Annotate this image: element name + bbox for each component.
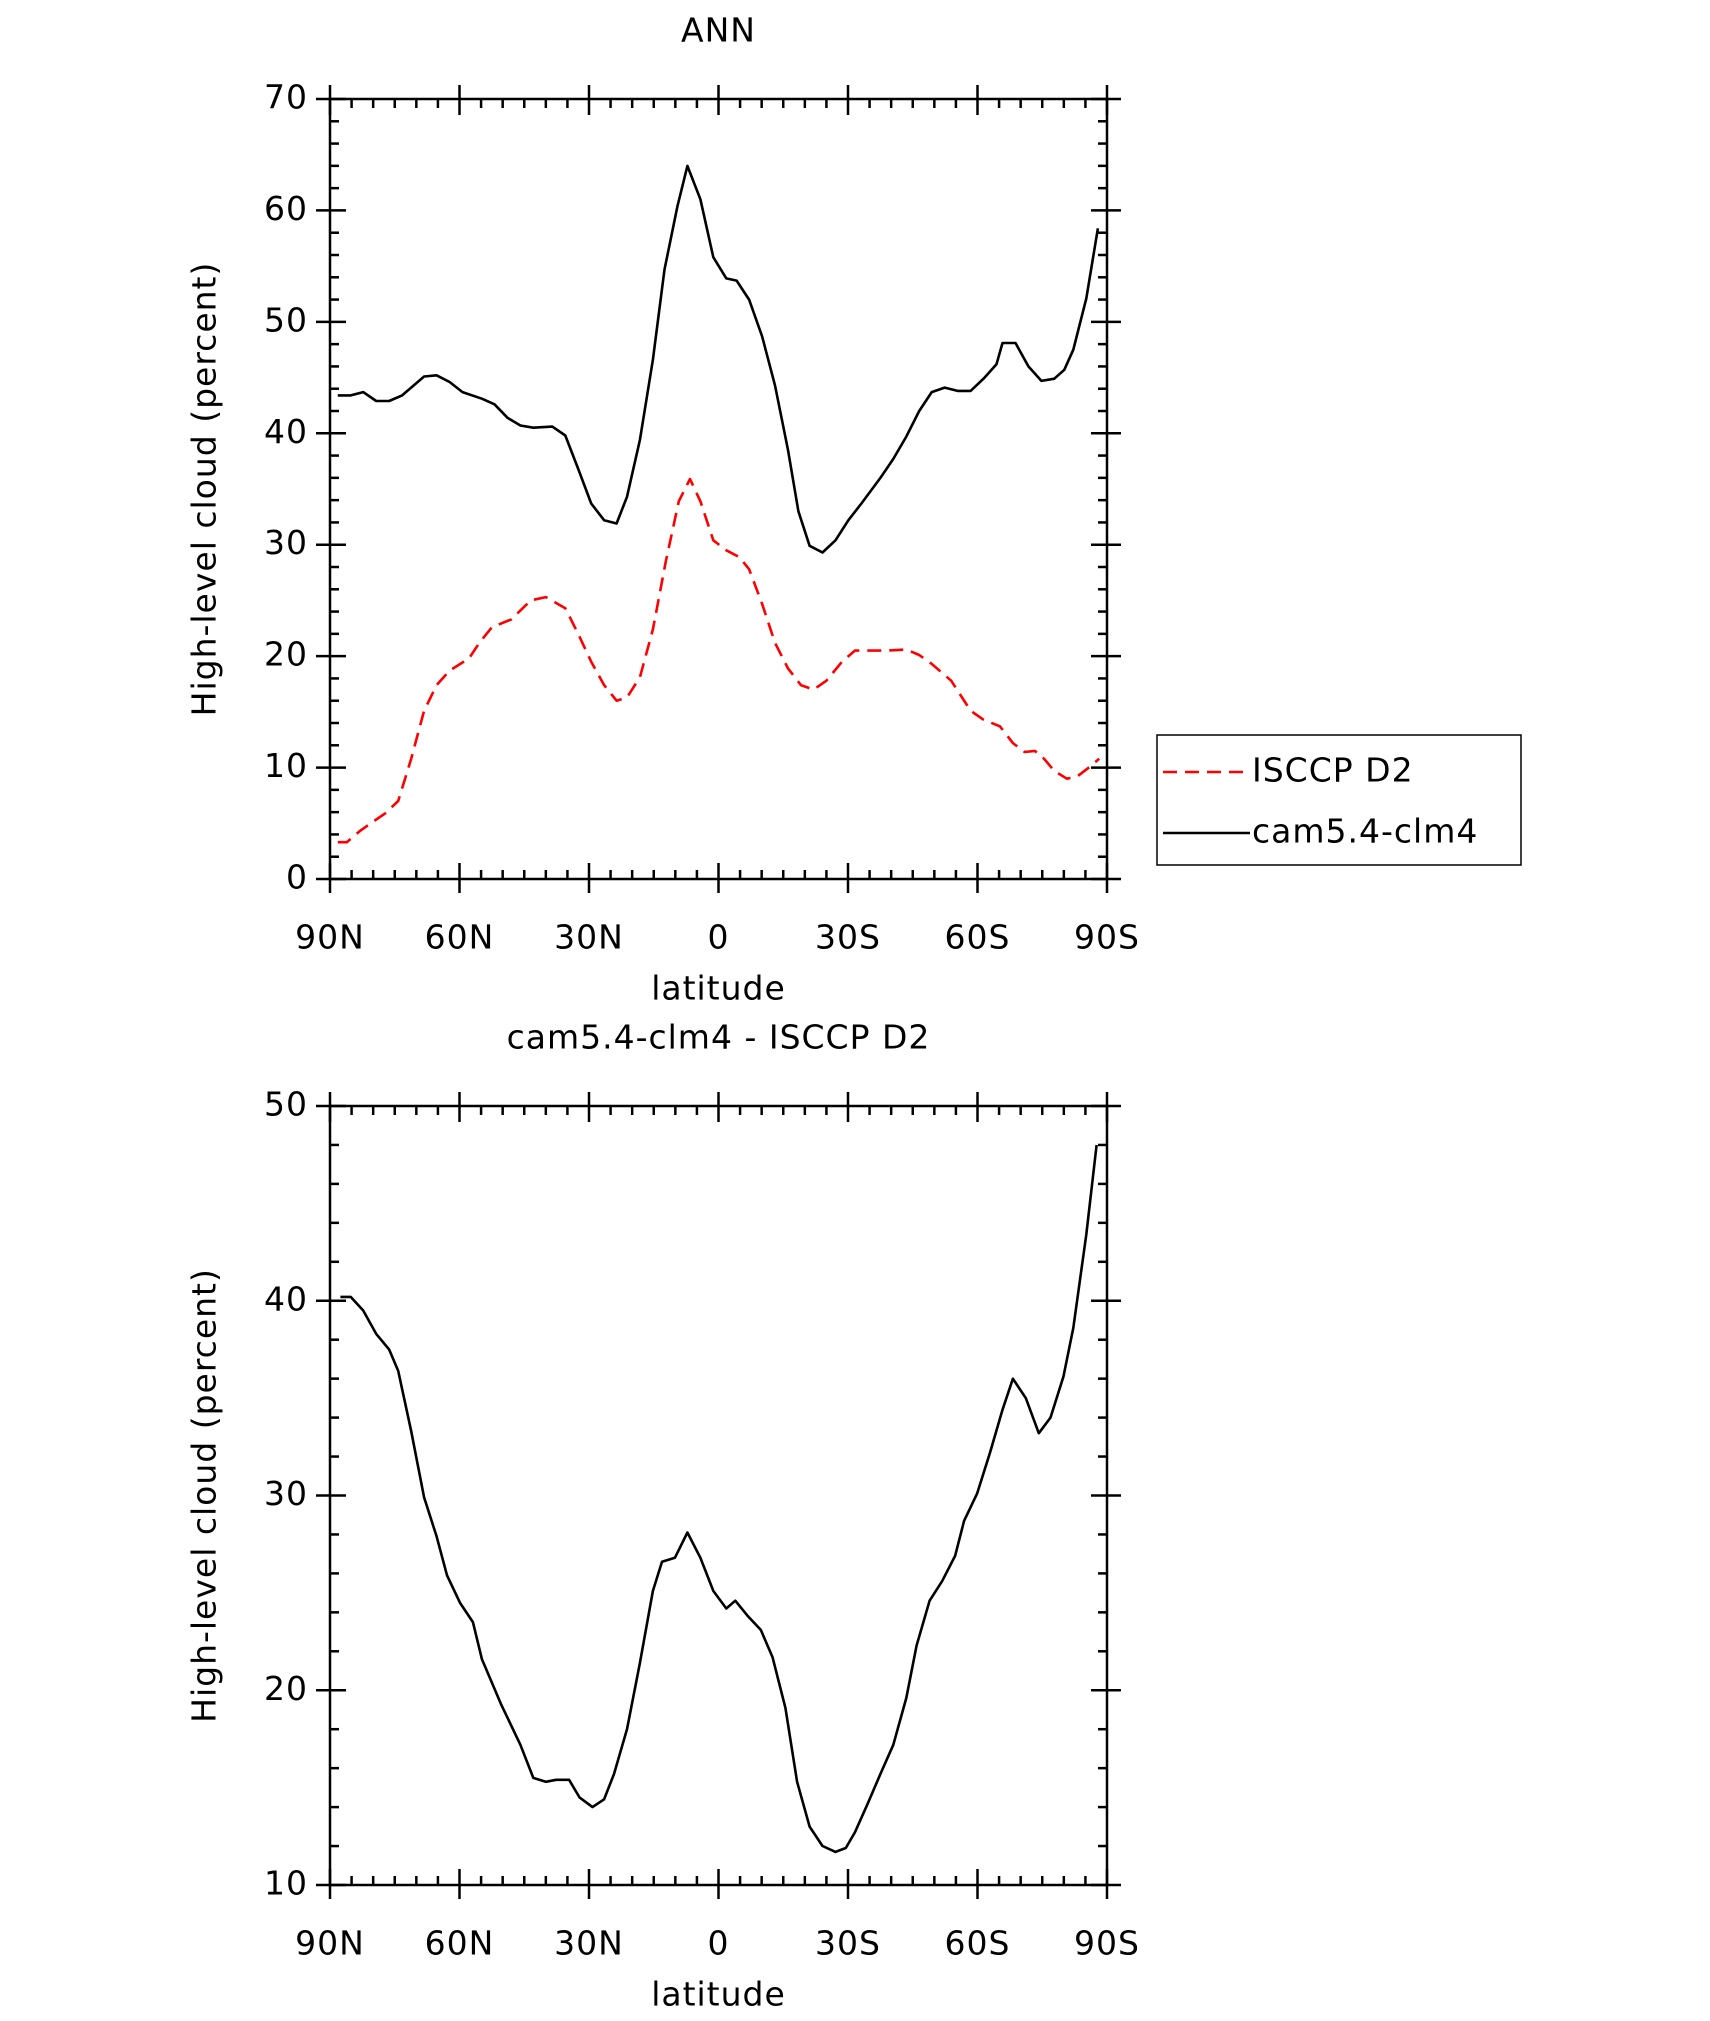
- y-tick-label: 50: [264, 300, 308, 339]
- y-tick-label: 10: [264, 746, 308, 785]
- y-tick-label: 30: [264, 523, 308, 562]
- x-tick-label: 30S: [815, 1924, 881, 1963]
- y-tick-label: 10: [264, 1864, 308, 1903]
- x-tick-label: 30N: [554, 918, 624, 957]
- chart-title: ANN: [681, 11, 756, 50]
- data-line: [337, 477, 1101, 844]
- y-tick-label: 40: [264, 412, 308, 451]
- x-tick-label: 0: [708, 918, 730, 957]
- x-tick-label: 30S: [815, 918, 881, 957]
- x-tick-label: 60S: [945, 1924, 1011, 1963]
- y-axis-label: High-level cloud (percent): [185, 262, 224, 717]
- x-tick-label: 90N: [295, 918, 365, 957]
- data-line: [340, 1144, 1098, 1854]
- legend-label: ISCCP D2: [1252, 751, 1414, 790]
- y-tick-label: 0: [286, 858, 308, 897]
- data-line: [337, 164, 1100, 554]
- y-tick-label: 60: [264, 189, 308, 228]
- x-tick-label: 90N: [295, 1924, 365, 1963]
- x-tick-label: 0: [708, 1924, 730, 1963]
- x-tick-label: 90S: [1074, 1924, 1140, 1963]
- y-tick-label: 20: [264, 635, 308, 674]
- chart-title: cam5.4-clm4 - ISCCP D2: [507, 1018, 931, 1057]
- x-tick-label: 60S: [945, 918, 1011, 957]
- legend-label: cam5.4-clm4: [1252, 812, 1478, 851]
- x-tick-label: 60N: [425, 918, 495, 957]
- x-axis-label: latitude: [651, 1975, 786, 2014]
- chart: ANN 90N 60N 30N 0 30S 60S 90S 0 10 20 30 40 50 60 70 lat…: [185, 11, 1522, 1008]
- plot-frame: [328, 97, 1109, 881]
- plot-frame: [328, 1104, 1109, 1887]
- y-tick-label: 40: [264, 1279, 308, 1318]
- legend-box: [1156, 734, 1522, 866]
- x-tick-label: 30N: [554, 1924, 624, 1963]
- x-tick-label: 90S: [1074, 918, 1140, 957]
- y-tick-label: 30: [264, 1474, 308, 1513]
- y-axis-label: High-level cloud (percent): [185, 1268, 224, 1723]
- chart: cam5.4-clm4 - ISCCP D2 90N 60N 30N 0 30S 60S 90…: [185, 1018, 1140, 2014]
- y-tick-label: 70: [264, 78, 308, 117]
- y-tick-label: 50: [264, 1085, 308, 1124]
- y-tick-label: 20: [264, 1669, 308, 1708]
- x-axis-label: latitude: [651, 969, 786, 1008]
- x-tick-label: 60N: [425, 1924, 495, 1963]
